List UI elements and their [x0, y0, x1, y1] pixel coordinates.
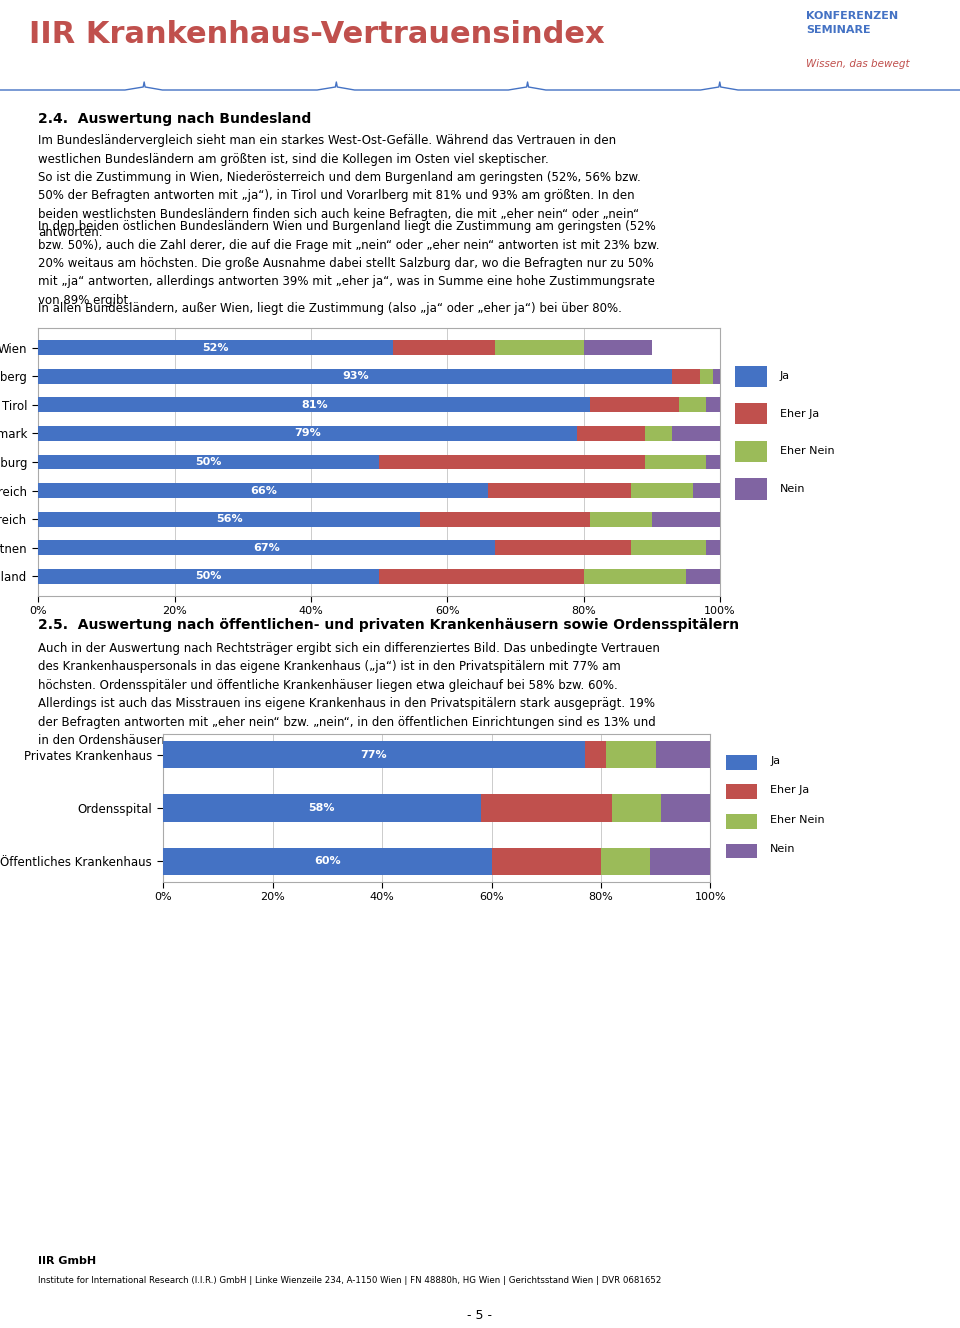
Bar: [735, 402, 767, 425]
Text: - 5 -: - 5 -: [468, 1309, 492, 1321]
Bar: [707, 454, 720, 469]
Bar: [590, 397, 679, 412]
Text: 67%: 67%: [253, 543, 280, 552]
Text: Eher Nein: Eher Nein: [780, 446, 834, 457]
Bar: [379, 454, 645, 469]
Bar: [584, 340, 652, 355]
Text: Ja: Ja: [770, 756, 780, 766]
Bar: [420, 511, 590, 527]
Text: IIR GmbH: IIR GmbH: [38, 1256, 97, 1266]
Bar: [645, 454, 707, 469]
Text: Nein: Nein: [780, 483, 805, 494]
Text: 93%: 93%: [342, 372, 369, 381]
Text: KONFERENZEN
SEMINARE: KONFERENZEN SEMINARE: [806, 12, 899, 35]
Bar: [495, 340, 584, 355]
Bar: [481, 794, 612, 822]
Bar: [38, 483, 489, 498]
Bar: [726, 785, 757, 799]
Bar: [585, 741, 607, 769]
Bar: [700, 369, 713, 384]
Bar: [612, 794, 661, 822]
Bar: [713, 369, 720, 384]
Bar: [38, 369, 672, 384]
Text: Nein: Nein: [770, 845, 796, 854]
Bar: [632, 540, 707, 555]
Bar: [726, 843, 757, 858]
Bar: [584, 568, 685, 584]
Text: 66%: 66%: [250, 486, 276, 495]
Bar: [163, 794, 481, 822]
Text: Wissen, das bewegt: Wissen, das bewegt: [806, 58, 910, 69]
Bar: [38, 340, 393, 355]
Text: Eher Ja: Eher Ja: [780, 409, 819, 418]
Bar: [607, 741, 656, 769]
Bar: [163, 741, 585, 769]
Text: Auch in der Auswertung nach Rechtsträger ergibt sich ein differenziertes Bild. D: Auch in der Auswertung nach Rechtsträger…: [38, 641, 660, 748]
Bar: [38, 568, 379, 584]
Bar: [672, 369, 700, 384]
Text: IIR Krankenhaus-Vertrauensindex: IIR Krankenhaus-Vertrauensindex: [29, 20, 605, 49]
Bar: [601, 847, 650, 875]
Bar: [590, 511, 652, 527]
Bar: [492, 847, 601, 875]
Text: 79%: 79%: [295, 429, 321, 438]
Text: Institute for International Research (I.I.R.) GmbH | Linke Wienzeile 234, A-1150: Institute for International Research (I.…: [38, 1276, 661, 1286]
Bar: [577, 426, 645, 441]
Bar: [735, 365, 767, 386]
Bar: [393, 340, 495, 355]
Text: In allen Bundesländern, außer Wien, liegt die Zustimmung (also „ja“ oder „eher j: In allen Bundesländern, außer Wien, lieg…: [38, 301, 622, 315]
Bar: [726, 814, 757, 829]
Text: 52%: 52%: [203, 343, 228, 353]
Bar: [707, 540, 720, 555]
Bar: [735, 478, 767, 499]
Text: Ja: Ja: [780, 372, 790, 381]
Bar: [489, 483, 632, 498]
Bar: [672, 426, 720, 441]
Bar: [38, 454, 379, 469]
Bar: [650, 847, 710, 875]
Bar: [38, 397, 590, 412]
Text: IIR: IIR: [725, 32, 754, 50]
Text: Eher Ja: Eher Ja: [770, 785, 809, 795]
Text: 77%: 77%: [361, 749, 387, 760]
Bar: [707, 397, 720, 412]
Bar: [679, 397, 707, 412]
Text: 2.5.  Auswertung nach öffentlichen- und privaten Krankenhäusern sowie Ordensspit: 2.5. Auswertung nach öffentlichen- und p…: [38, 618, 739, 632]
Bar: [379, 568, 584, 584]
Bar: [685, 568, 720, 584]
Text: 60%: 60%: [314, 857, 341, 866]
Text: 50%: 50%: [196, 457, 222, 467]
Text: 56%: 56%: [216, 514, 243, 525]
Bar: [38, 426, 577, 441]
Bar: [38, 511, 420, 527]
Bar: [632, 483, 693, 498]
Bar: [693, 483, 720, 498]
Text: In den beiden östlichen Bundesländern Wien und Burgenland liegt die Zustimmung a: In den beiden östlichen Bundesländern Wi…: [38, 220, 660, 307]
Bar: [645, 426, 672, 441]
Text: 2.4.  Auswertung nach Bundesland: 2.4. Auswertung nach Bundesland: [38, 112, 312, 126]
Bar: [495, 540, 632, 555]
Bar: [735, 441, 767, 462]
Bar: [726, 754, 757, 769]
Bar: [38, 540, 495, 555]
Text: Eher Nein: Eher Nein: [770, 815, 825, 825]
Text: 81%: 81%: [301, 400, 327, 410]
Text: 50%: 50%: [196, 571, 222, 582]
Bar: [163, 847, 492, 875]
Bar: [661, 794, 710, 822]
Bar: [656, 741, 710, 769]
Text: Im Bundesländervergleich sieht man ein starkes West-Ost-Gefälle. Während das Ver: Im Bundesländervergleich sieht man ein s…: [38, 134, 641, 239]
Text: 58%: 58%: [308, 803, 335, 813]
Bar: [652, 511, 720, 527]
